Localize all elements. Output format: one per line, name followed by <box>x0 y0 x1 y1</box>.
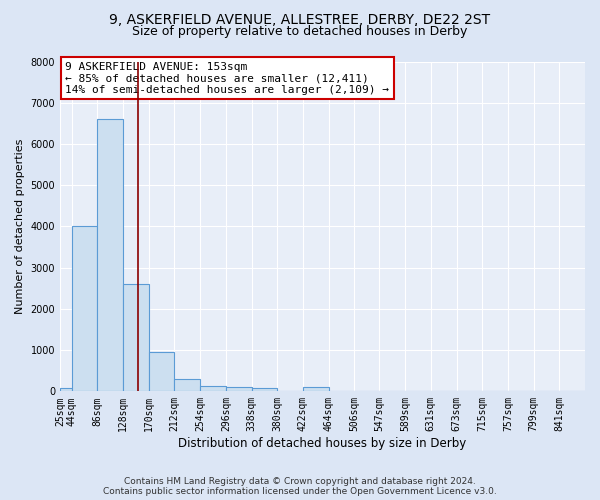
Bar <box>303 387 329 392</box>
Text: 9, ASKERFIELD AVENUE, ALLESTREE, DERBY, DE22 2ST: 9, ASKERFIELD AVENUE, ALLESTREE, DERBY, … <box>109 12 491 26</box>
Text: Size of property relative to detached houses in Derby: Size of property relative to detached ho… <box>133 25 467 38</box>
Bar <box>149 352 175 392</box>
Bar <box>175 379 200 392</box>
Bar <box>251 388 277 392</box>
Bar <box>71 226 97 392</box>
X-axis label: Distribution of detached houses by size in Derby: Distribution of detached houses by size … <box>178 437 467 450</box>
Bar <box>200 386 226 392</box>
Y-axis label: Number of detached properties: Number of detached properties <box>15 138 25 314</box>
Text: 9 ASKERFIELD AVENUE: 153sqm
← 85% of detached houses are smaller (12,411)
14% of: 9 ASKERFIELD AVENUE: 153sqm ← 85% of det… <box>65 62 389 94</box>
Bar <box>60 388 71 392</box>
Bar <box>226 387 251 392</box>
Bar <box>97 119 123 392</box>
Bar <box>123 284 149 392</box>
Text: Contains HM Land Registry data © Crown copyright and database right 2024.
Contai: Contains HM Land Registry data © Crown c… <box>103 476 497 496</box>
